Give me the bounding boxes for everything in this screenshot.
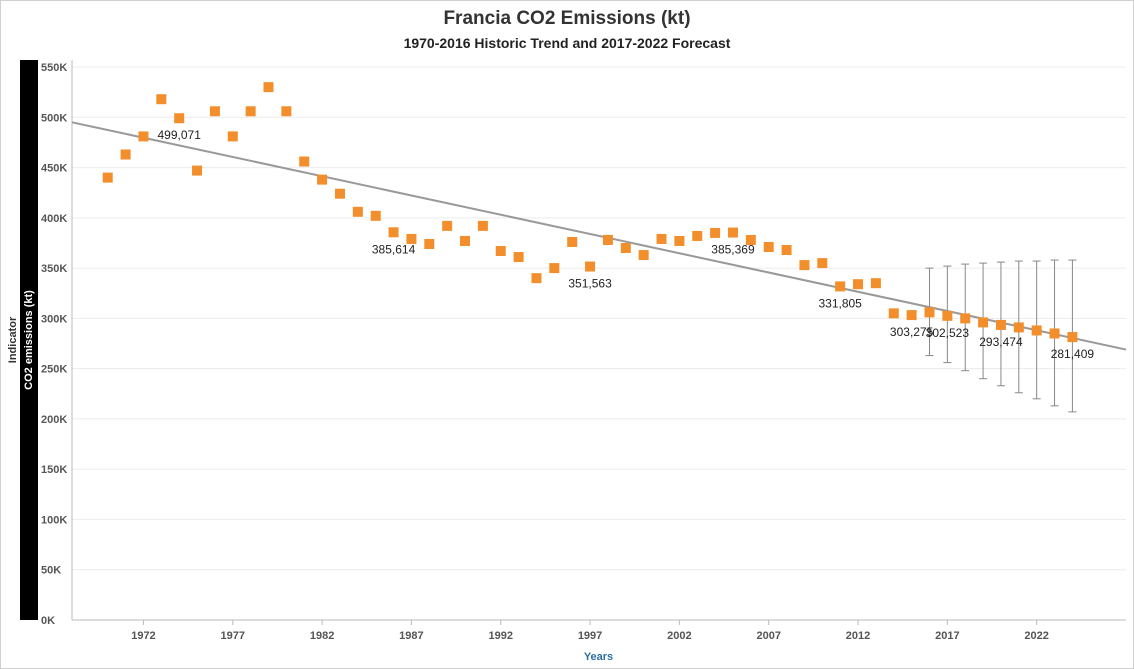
data-point (263, 82, 274, 93)
data-point (138, 131, 149, 142)
data-point (585, 261, 596, 272)
chart-title: Francia CO2 Emissions (kt) (443, 8, 691, 29)
y-tick-label: 400K (41, 213, 67, 225)
data-point (817, 258, 828, 269)
data-point (192, 165, 203, 176)
data-point (1049, 328, 1060, 339)
data-point (745, 234, 756, 245)
data-point (352, 206, 363, 217)
data-point (549, 263, 560, 274)
data-label: 331,805 (818, 296, 862, 310)
x-tick-label: 1982 (310, 630, 334, 642)
y-tick-label: 200K (41, 414, 67, 426)
data-point (870, 278, 881, 289)
data-label: 351,563 (568, 277, 612, 291)
data-label: 385,369 (711, 243, 755, 257)
y-tick-label: 0K (41, 615, 55, 627)
data-point (1067, 332, 1078, 343)
y-tick-label: 150K (41, 464, 67, 476)
data-point (995, 319, 1006, 330)
data-label: 499,071 (157, 128, 201, 142)
data-point (924, 307, 935, 318)
x-tick-label: 1987 (399, 630, 423, 642)
data-point (424, 238, 435, 249)
data-point (1031, 325, 1042, 336)
x-tick-label: 2007 (756, 630, 780, 642)
data-point (674, 235, 685, 246)
data-point (174, 113, 185, 124)
data-point (781, 245, 792, 256)
data-point (602, 234, 613, 245)
data-point (960, 313, 971, 324)
data-point (853, 279, 864, 290)
data-point (513, 252, 524, 263)
data-point (388, 227, 399, 238)
y-tick-label: 300K (41, 313, 67, 325)
y-tick-label: 250K (41, 364, 67, 376)
x-axis-title: Years (583, 651, 614, 663)
data-point (227, 131, 238, 142)
data-label: 302,523 (926, 326, 970, 340)
data-point (978, 317, 989, 328)
data-point (299, 156, 310, 167)
data-point (406, 233, 417, 244)
data-point (209, 106, 220, 117)
data-point (763, 241, 774, 252)
data-point (620, 243, 631, 253)
x-tick-label: 2002 (667, 630, 691, 642)
x-tick-label: 1997 (578, 630, 602, 642)
data-point (495, 246, 506, 257)
data-label: 293,474 (979, 335, 1023, 349)
data-label: 281,409 (1051, 347, 1095, 361)
data-point (888, 308, 899, 319)
y-tick-label: 450K (41, 163, 67, 175)
x-tick-label: 2012 (846, 630, 870, 642)
y-tick-label: 350K (41, 263, 67, 275)
data-label: 303,275 (890, 325, 934, 339)
data-point (567, 236, 578, 247)
data-point (531, 273, 542, 284)
data-point (156, 94, 167, 105)
x-tick-label: 1972 (131, 630, 155, 642)
y-axis-label-bar[interactable]: CO2 emissions (kt) (20, 60, 38, 620)
data-point (799, 260, 810, 271)
data-point (281, 106, 292, 117)
data-point (120, 149, 131, 160)
data-point (334, 188, 345, 199)
data-point (245, 106, 256, 117)
data-point (317, 174, 328, 185)
y-tick-label: 550K (41, 62, 67, 74)
x-tick-label: 2017 (935, 630, 959, 642)
data-point (460, 235, 471, 246)
data-point (835, 281, 846, 292)
x-tick-label: 1977 (221, 630, 245, 642)
data-point (102, 172, 113, 183)
data-point (692, 230, 703, 241)
data-point (656, 233, 667, 244)
data-point (1013, 322, 1024, 333)
y-tick-label: 100K (41, 514, 67, 526)
data-point (638, 250, 649, 261)
data-point (727, 227, 738, 238)
x-tick-label: 2022 (1024, 630, 1048, 642)
y-tick-label: 50K (41, 565, 61, 577)
data-point (906, 310, 917, 321)
data-point (370, 210, 381, 221)
y-tick-label: 500K (41, 112, 67, 124)
chart-subtitle: 1970-2016 Historic Trend and 2017-2022 F… (403, 35, 731, 51)
data-label: 385,614 (372, 242, 416, 256)
x-tick-label: 1992 (489, 630, 513, 642)
data-point (477, 220, 488, 231)
data-point (442, 220, 453, 231)
data-point (942, 310, 953, 321)
data-point (710, 227, 721, 238)
